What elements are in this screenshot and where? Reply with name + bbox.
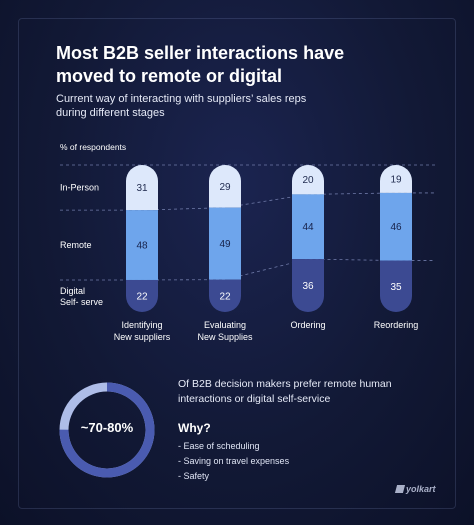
reasons-list: - Ease of scheduling - Saving on travel …: [178, 439, 289, 484]
card-frame: [18, 18, 456, 509]
y-axis-label: % of respondents: [60, 142, 126, 152]
bar-segment: [209, 165, 241, 208]
chart-title: Most B2B seller interactions have moved …: [56, 43, 345, 86]
bar-segment: [209, 207, 241, 280]
highlight-text: Of B2B decision makers prefer remote hum…: [178, 378, 392, 405]
bar-segment: [209, 279, 241, 312]
bar-segment: [380, 192, 412, 261]
bar-segment: [292, 259, 324, 312]
brand-name: yolkart: [406, 484, 436, 494]
data-label: 31: [136, 183, 148, 194]
data-label: 36: [302, 281, 314, 292]
series-label: In-Person: [60, 183, 99, 193]
category-label: New Supplies: [197, 332, 253, 342]
chart-subtitle: Current way of interacting with supplier…: [56, 93, 307, 119]
data-label: 19: [390, 174, 402, 185]
category-label: Evaluating: [204, 320, 246, 330]
brand-logo: yolkart: [394, 484, 436, 494]
data-label: 44: [302, 222, 314, 233]
category-label: New suppliers: [114, 332, 171, 342]
donut-value: ~70-80%: [80, 420, 134, 435]
data-label: 35: [390, 282, 402, 293]
data-label: 48: [136, 241, 148, 252]
reason-item: - Ease of scheduling: [178, 441, 260, 451]
bar-segment: [380, 165, 412, 193]
series-label: Remote: [60, 240, 92, 250]
bar-segment: [292, 194, 324, 260]
category-label: Ordering: [290, 320, 325, 330]
data-label: 22: [219, 291, 231, 302]
bar-segment: [380, 260, 412, 312]
bar-segment: [126, 279, 158, 312]
category-label: Reordering: [374, 320, 419, 330]
data-label: 20: [302, 175, 314, 186]
donut-fill: [59, 382, 155, 478]
bar-group: [292, 165, 324, 312]
why-heading: Why?: [178, 421, 211, 435]
data-label: 49: [219, 239, 231, 250]
series-label: Self- serve: [60, 297, 103, 307]
bar-segment: [292, 165, 324, 195]
reason-item: - Saving on travel expenses: [178, 456, 290, 466]
reason-item: - Safety: [178, 471, 210, 481]
category-label: Identifying: [121, 320, 162, 330]
bar-group: [126, 165, 158, 312]
bar-segment: [126, 210, 158, 280]
bar-group: [380, 165, 412, 312]
series-label: Digital: [60, 286, 85, 296]
bar-group: [209, 165, 241, 312]
brand-logo-icon: [394, 485, 406, 493]
bar-segment: [126, 165, 158, 211]
data-label: 22: [136, 291, 148, 302]
data-label: 46: [390, 222, 402, 233]
data-label: 29: [219, 182, 231, 193]
